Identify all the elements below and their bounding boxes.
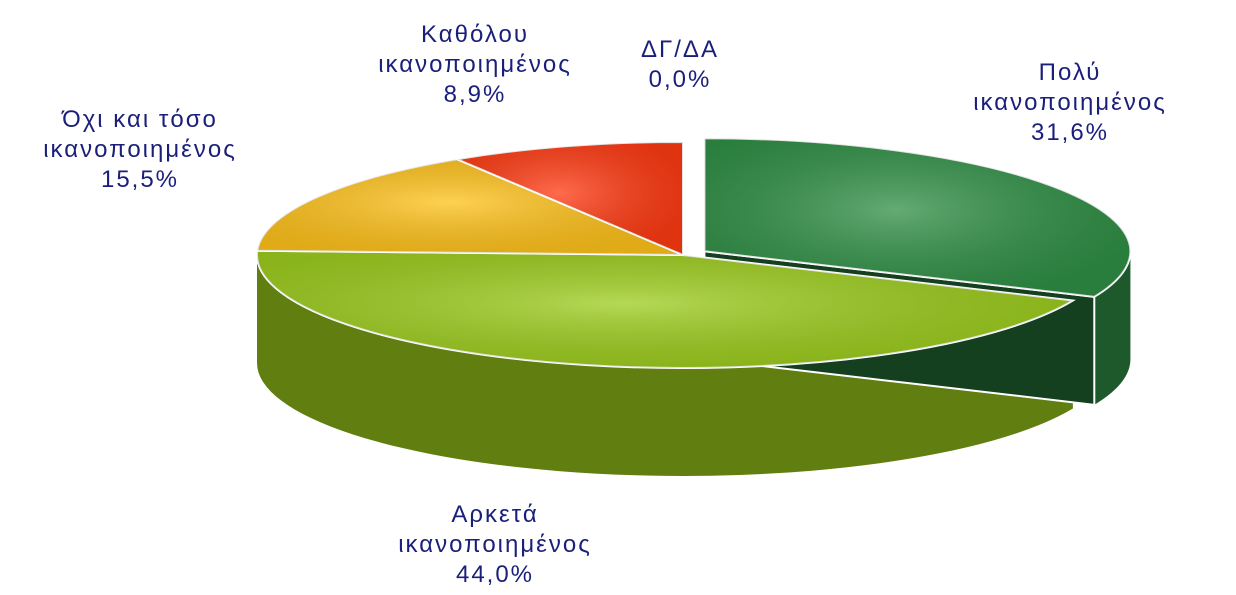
value-label: 15,5% <box>100 166 180 193</box>
category-label: Καθόλου ικανοποιημένος <box>378 21 572 78</box>
slice-label: Όχι και τόσο ικανοποιημένος 15,5% <box>15 105 265 195</box>
value-label: 31,6% <box>1030 119 1110 146</box>
pie-side <box>1094 251 1131 405</box>
pie-slice-shine <box>704 138 1131 297</box>
pie-slice-shine <box>257 250 1073 368</box>
category-label: ΔΓ/ΔΑ <box>641 36 719 63</box>
pie-slice-shine <box>457 142 683 255</box>
value-label: 8,9% <box>443 81 507 108</box>
pie-slice-shine <box>257 159 683 255</box>
value-label: 44,0% <box>455 561 535 588</box>
slice-label: Αρκετά ικανοποιημένος 44,0% <box>370 500 620 590</box>
category-label: Αρκετά ικανοποιημένος <box>398 501 592 558</box>
category-label: Πολύ ικανοποιημένος <box>973 59 1167 116</box>
value-label: 0,0% <box>648 66 712 93</box>
slice-label: Πολύ ικανοποιημένος 31,6% <box>945 58 1195 148</box>
slice-label: Καθόλου ικανοποιημένος 8,9% <box>350 20 600 110</box>
category-label: Όχι και τόσο ικανοποιημένος <box>43 106 237 163</box>
slice-label: ΔΓ/ΔΑ 0,0% <box>530 35 830 95</box>
pie-side <box>257 255 1073 476</box>
